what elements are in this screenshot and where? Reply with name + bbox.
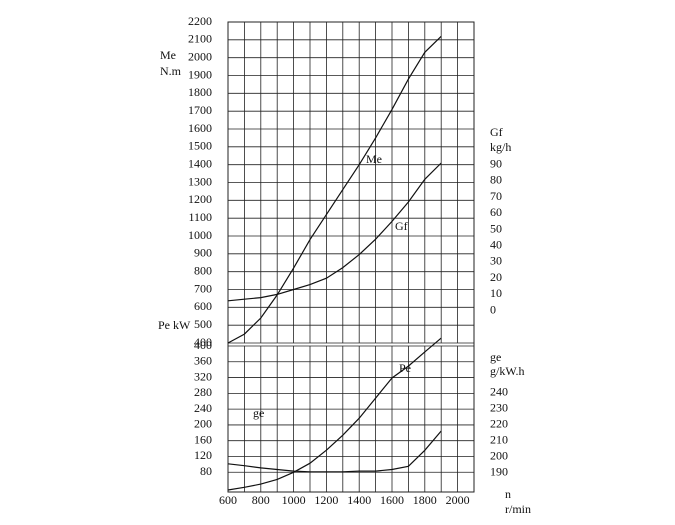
y-tick-label: 200: [194, 417, 212, 431]
y2-tick-label: 10: [490, 286, 502, 300]
y-tick-label: 160: [194, 432, 212, 446]
y-tick-label: 240: [194, 401, 212, 415]
y2-tick-label: 40: [490, 237, 502, 251]
y-tick-label: 1500: [188, 139, 212, 153]
y-tick-label: 500: [194, 317, 212, 331]
curve-label: ge: [253, 406, 264, 420]
x-tick-label: 1000: [282, 493, 306, 507]
y2-tick-label: 20: [490, 270, 502, 284]
y2-tick-label: 50: [490, 221, 502, 235]
y-tick-label: 1700: [188, 103, 212, 117]
y-tick-label: 2200: [188, 14, 212, 28]
x-tick-label: 1800: [413, 493, 437, 507]
y2-tick-label: 240: [490, 384, 508, 398]
y2-tick-label: 30: [490, 254, 502, 268]
plot-frame: [227, 21, 475, 493]
y-tick-label: 1400: [188, 156, 212, 170]
y2-axis-label: ge: [490, 350, 501, 364]
y-tick-label: 700: [194, 281, 212, 295]
y2-tick-label: 0: [490, 302, 496, 316]
y-axis-label: Me: [160, 48, 176, 62]
y-tick-label: 1300: [188, 174, 212, 188]
curve: [227, 162, 442, 302]
x-tick-label: 1400: [347, 493, 371, 507]
x-tick-label: 800: [252, 493, 270, 507]
y2-tick-label: 230: [490, 400, 508, 414]
curve: [227, 430, 442, 473]
x-axis-label: r/min: [505, 502, 531, 516]
y2-tick-label: 220: [490, 416, 508, 430]
y-tick-label: 80: [200, 464, 212, 478]
y-tick-label: 120: [194, 448, 212, 462]
y-tick-label: 320: [194, 369, 212, 383]
curve: [227, 35, 442, 344]
y-tick-label: 1100: [188, 210, 212, 224]
y-tick-label: 1200: [188, 192, 212, 206]
x-tick-label: 1600: [380, 493, 404, 507]
y2-tick-label: 90: [490, 156, 502, 170]
x-tick-label: 2000: [446, 493, 470, 507]
y2-tick-label: 60: [490, 205, 502, 219]
y-tick-label: 400: [194, 338, 212, 352]
y-axis-label: N.m: [160, 64, 182, 78]
y2-axis-label: g/kW.h: [490, 364, 525, 378]
y2-axis-label: Gf: [490, 125, 503, 139]
curve-label: Me: [366, 152, 382, 166]
y-tick-label: 600: [194, 299, 212, 313]
y-tick-label: 360: [194, 354, 212, 368]
y-tick-label: 2000: [188, 49, 212, 63]
y-axis-label: Pe kW: [158, 318, 191, 332]
y-tick-label: 280: [194, 385, 212, 399]
y-tick-label: 1800: [188, 85, 212, 99]
y2-tick-label: 190: [490, 464, 508, 478]
y2-tick-label: 70: [490, 189, 502, 203]
curve-label: Gf: [395, 219, 408, 233]
y2-tick-label: 210: [490, 432, 508, 446]
y2-axis-label: kg/h: [490, 140, 511, 154]
y-tick-label: 1900: [188, 67, 212, 81]
curve-label: Pe: [399, 361, 411, 375]
y-tick-label: 800: [194, 263, 212, 277]
x-tick-label: 600: [219, 493, 237, 507]
x-axis-label: n: [505, 487, 511, 501]
y-tick-label: 400: [194, 335, 212, 349]
y2-tick-label: 200: [490, 448, 508, 462]
y-tick-label: 1000: [188, 228, 212, 242]
y-tick-label: 900: [194, 246, 212, 260]
x-tick-label: 1200: [314, 493, 338, 507]
y-tick-label: 1600: [188, 121, 212, 135]
y-tick-label: 2100: [188, 32, 212, 46]
y2-tick-label: 80: [490, 173, 502, 187]
curve: [227, 337, 442, 491]
